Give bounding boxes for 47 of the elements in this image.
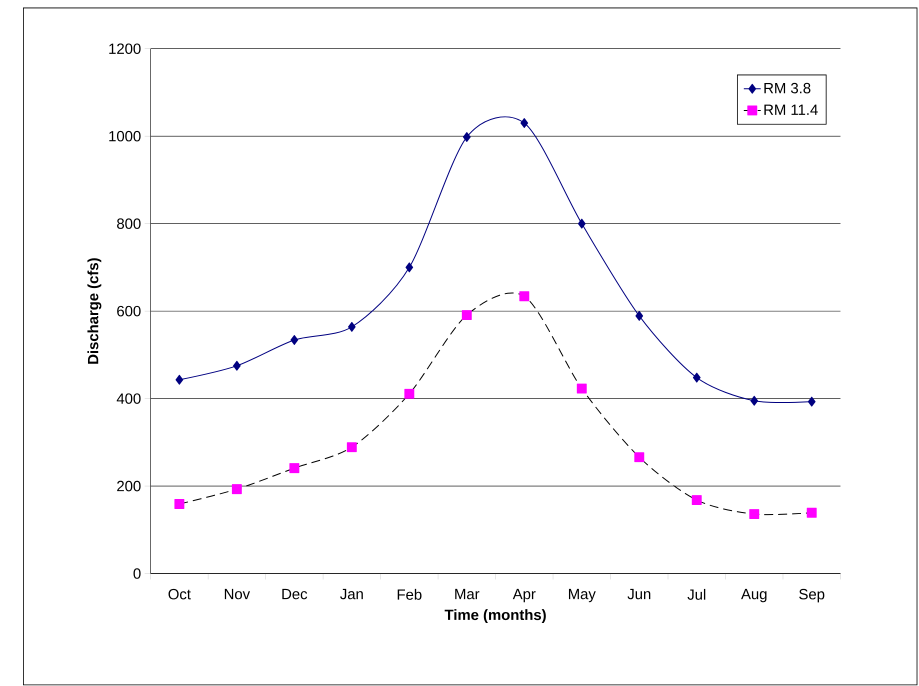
point — [519, 291, 530, 302]
point — [404, 388, 414, 399]
point — [232, 484, 242, 494]
x-tick-label: Apr — [512, 588, 536, 602]
x-tick-label: Dec — [282, 588, 308, 600]
legend-label: RM 3.8 — [764, 82, 810, 94]
y-tick-label: 800 — [117, 218, 141, 229]
x-tick-label: Mar — [455, 588, 480, 600]
y-axis-title: Discharge (cfs) — [87, 258, 102, 364]
x-tick-label: Oct — [168, 588, 191, 600]
point — [635, 311, 644, 321]
point — [176, 374, 184, 385]
point — [578, 218, 586, 229]
point — [749, 509, 760, 520]
legend-label: RM 11.4 — [764, 104, 818, 115]
point — [634, 452, 644, 462]
x-tick-label: Jun — [628, 588, 650, 600]
point — [692, 372, 701, 383]
point — [289, 463, 300, 474]
point — [405, 262, 414, 272]
point — [692, 495, 702, 506]
x-tick-label: May — [568, 588, 596, 602]
x-axis-title: Time (months) — [444, 609, 546, 624]
point — [348, 322, 356, 332]
point — [806, 508, 817, 518]
point — [750, 396, 758, 406]
x-tick-label: Sep — [799, 588, 824, 602]
point — [290, 335, 298, 345]
x-tick-label: Aug — [741, 588, 766, 602]
x-tick-label: Feb — [398, 588, 422, 600]
y-tick-label: 200 — [117, 480, 141, 492]
x-tick-label: Nov — [224, 588, 250, 600]
y-tick-label: 1200 — [109, 44, 141, 54]
point — [346, 442, 357, 452]
point — [520, 118, 528, 128]
x-tick-label: Jan — [340, 588, 363, 600]
point — [174, 499, 184, 510]
point — [576, 384, 587, 394]
y-tick-label: 1000 — [109, 130, 141, 142]
point — [808, 396, 816, 407]
y-tick-label: 600 — [117, 306, 141, 316]
y-tick-label: 0 — [134, 568, 141, 579]
y-tick-label: 400 — [116, 393, 141, 404]
x-tick-label: Jul — [687, 588, 706, 600]
point — [462, 310, 472, 320]
point — [233, 360, 241, 371]
point — [462, 132, 471, 142]
